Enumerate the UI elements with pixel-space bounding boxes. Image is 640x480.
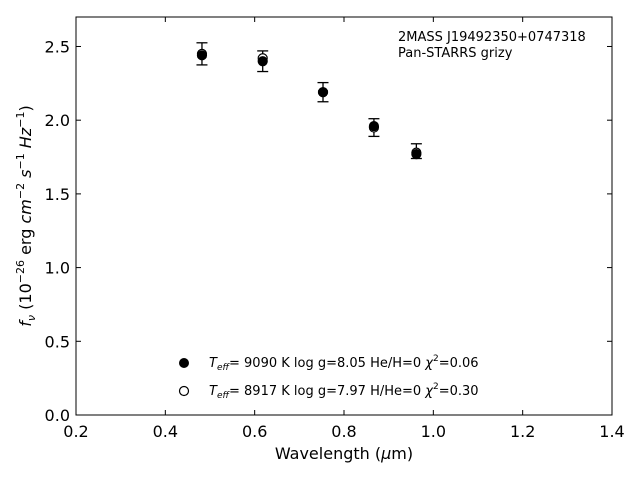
legend-entry-1: Teff= 9090 K log g=8.05 He/H=0 χ2=0.06 [209,354,479,373]
y-tick-label: 2.0 [45,111,70,130]
annotation-object: 2MASS J19492350+0747318 [398,30,586,45]
model-point-filled [196,50,208,61]
x-tick-label: 1.4 [599,422,624,441]
annotation-survey: Pan-STARRS grizy [398,46,513,61]
legend-marker-filled [179,358,189,368]
x-tick-label: 0.6 [242,422,267,441]
model-point-filled [317,87,329,98]
y-tick-labels: 0.0 0.5 1.0 1.5 2.0 2.5 [45,37,70,425]
x-tick-labels: 0.2 0.4 0.6 0.8 1.0 1.2 1.4 [63,422,624,441]
x-axis-label: Wavelength (μm) [275,444,413,463]
y-tick-label: 1.0 [45,259,70,278]
y-axis-label: fν (10−26 erg cm−2 s−1 Hz−1) [14,105,38,326]
x-tick-label: 0.4 [153,422,178,441]
data-markers [196,48,422,160]
legend-marker-open [178,385,190,397]
axis-ticks [75,17,613,416]
legend-entry-2: Teff= 8917 K log g=7.97 H/He=0 χ2=0.30 [209,382,479,401]
x-tick-label: 0.8 [331,422,356,441]
x-tick-label: 1.0 [421,422,446,441]
legend: Teff= 9090 K log g=8.05 He/H=0 χ2=0.06 T… [178,354,479,401]
x-tick-label: 0.2 [63,422,88,441]
model-point-filled [411,148,422,160]
model-point-filled [368,120,380,132]
y-tick-label: 0.0 [45,406,70,425]
y-tick-label: 1.5 [45,185,70,204]
model-point-filled [257,56,268,67]
y-tick-label: 0.5 [45,332,70,351]
x-tick-label: 1.2 [510,422,535,441]
y-tick-label: 2.5 [45,37,70,56]
